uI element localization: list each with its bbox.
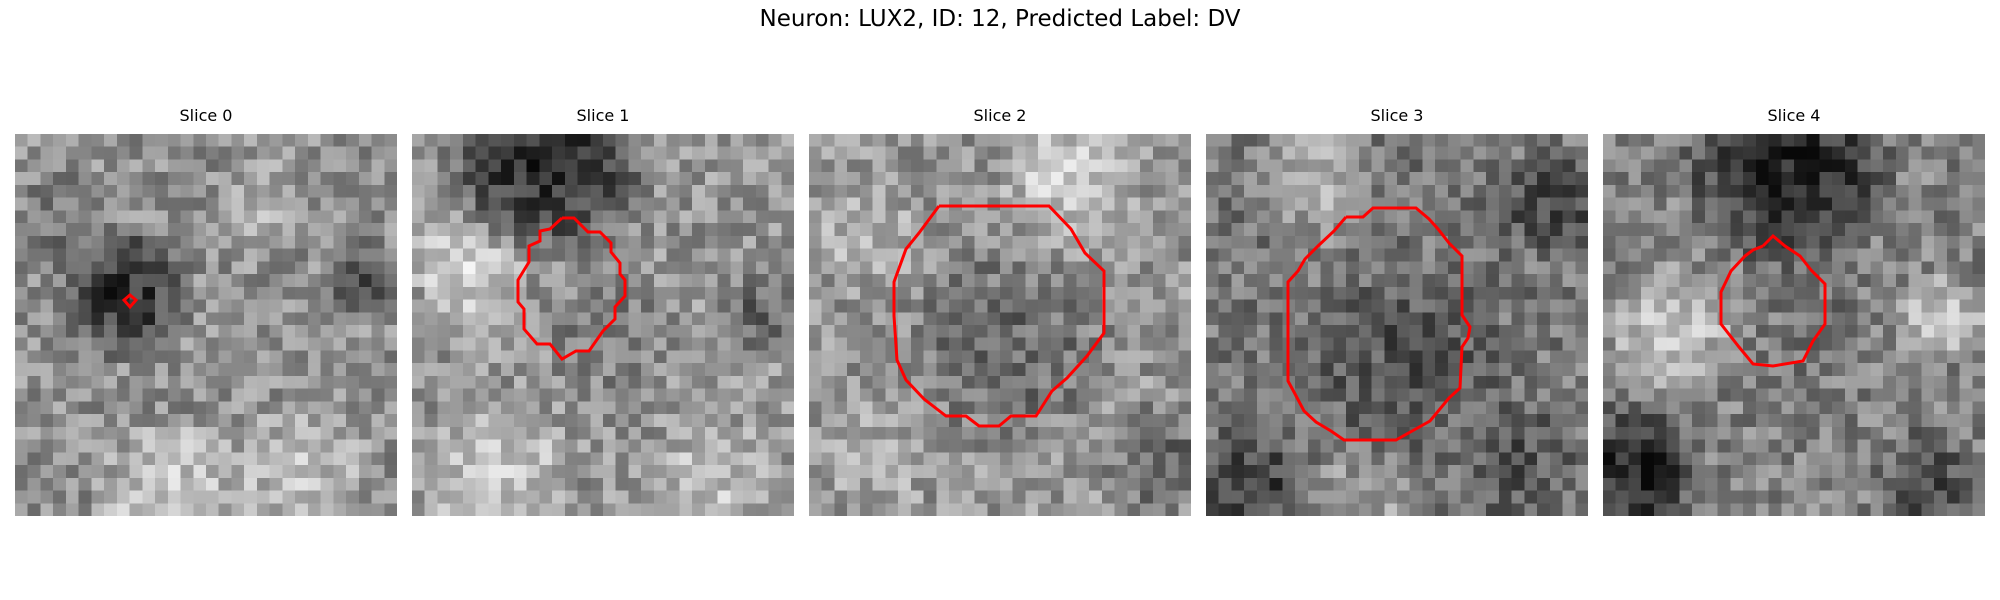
slice-title-4: Slice 4	[1767, 106, 1821, 125]
segmentation-contour-2	[892, 204, 1106, 428]
slice-tiles-1	[412, 134, 794, 516]
slice-tiles-3	[1206, 134, 1588, 516]
slice-title-1: Slice 1	[576, 106, 630, 125]
slice-tiles-0	[15, 134, 397, 516]
figure-title: Neuron: LUX2, ID: 12, Predicted Label: D…	[759, 6, 1241, 32]
slice-title-2: Slice 2	[973, 106, 1027, 125]
slice-title-0: Slice 0	[179, 106, 233, 125]
slice-image-1	[412, 134, 794, 516]
slice-tiles-2	[809, 134, 1191, 516]
segmentation-contour-0	[121, 293, 139, 310]
slice-image-4	[1603, 134, 1985, 516]
slice-image-3	[1206, 134, 1588, 516]
segmentation-contour-4	[1719, 233, 1827, 368]
slice-tiles-4	[1603, 134, 1985, 516]
slice-image-0	[15, 134, 397, 516]
slice-image-2	[809, 134, 1191, 516]
slice-title-3: Slice 3	[1370, 106, 1424, 125]
segmentation-contour-1	[516, 216, 627, 361]
segmentation-contour-3	[1286, 206, 1472, 442]
